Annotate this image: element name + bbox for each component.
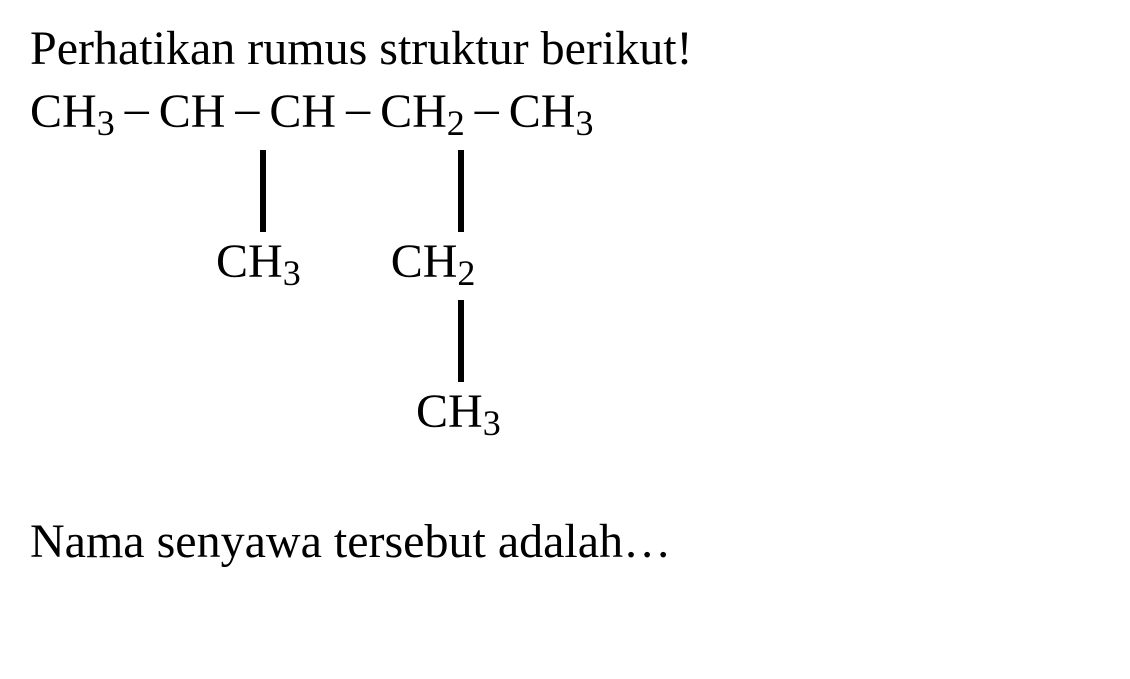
atom-c2: CH bbox=[159, 88, 226, 136]
atom-c5: CH bbox=[509, 88, 576, 136]
branch2-atom-1: CH bbox=[416, 388, 483, 436]
group-c3: CH bbox=[269, 88, 336, 136]
group-c4: CH2 bbox=[380, 88, 465, 136]
bond-v-2 bbox=[458, 150, 464, 232]
sub-c5: 3 bbox=[575, 105, 593, 141]
branch1-group-1: CH3 bbox=[216, 238, 301, 286]
branch1-group-2: CH2 bbox=[391, 238, 476, 286]
bond-v-1 bbox=[260, 150, 266, 232]
sub-c1: 3 bbox=[97, 105, 115, 141]
group-c5: CH3 bbox=[509, 88, 594, 136]
bond-v-3 bbox=[458, 300, 464, 382]
bond-h-2: – bbox=[235, 85, 259, 133]
branch1-sub-2: 2 bbox=[457, 255, 475, 291]
instruction-text: Perhatikan rumus struktur berikut! bbox=[30, 20, 1100, 78]
branch1-atom-2: CH bbox=[391, 238, 458, 286]
atom-c3: CH bbox=[269, 88, 336, 136]
branch2-sub-1: 3 bbox=[483, 405, 501, 441]
bond-h-4: – bbox=[475, 85, 499, 133]
branch2-group-1: CH3 bbox=[416, 388, 501, 436]
group-c2: CH bbox=[159, 88, 226, 136]
sub-c4: 2 bbox=[447, 105, 465, 141]
group-c1: CH3 bbox=[30, 88, 115, 136]
question-text: Nama senyawa tersebut adalah… bbox=[30, 513, 1100, 571]
atom-c1: CH bbox=[30, 88, 97, 136]
branch-row-2: CH3 bbox=[30, 388, 501, 436]
branch-row-1: CH3 CH2 bbox=[30, 238, 475, 286]
chemical-structure: CH3 – CH – CH – CH2 – CH3 CH3 CH2 bbox=[30, 88, 1100, 508]
atom-c4: CH bbox=[380, 88, 447, 136]
branch1-atom-1: CH bbox=[216, 238, 283, 286]
branch1-sub-1: 3 bbox=[283, 255, 301, 291]
bond-h-1: – bbox=[125, 85, 149, 133]
bond-h-3: – bbox=[346, 85, 370, 133]
main-chain-row: CH3 – CH – CH – CH2 – CH3 bbox=[30, 88, 593, 136]
